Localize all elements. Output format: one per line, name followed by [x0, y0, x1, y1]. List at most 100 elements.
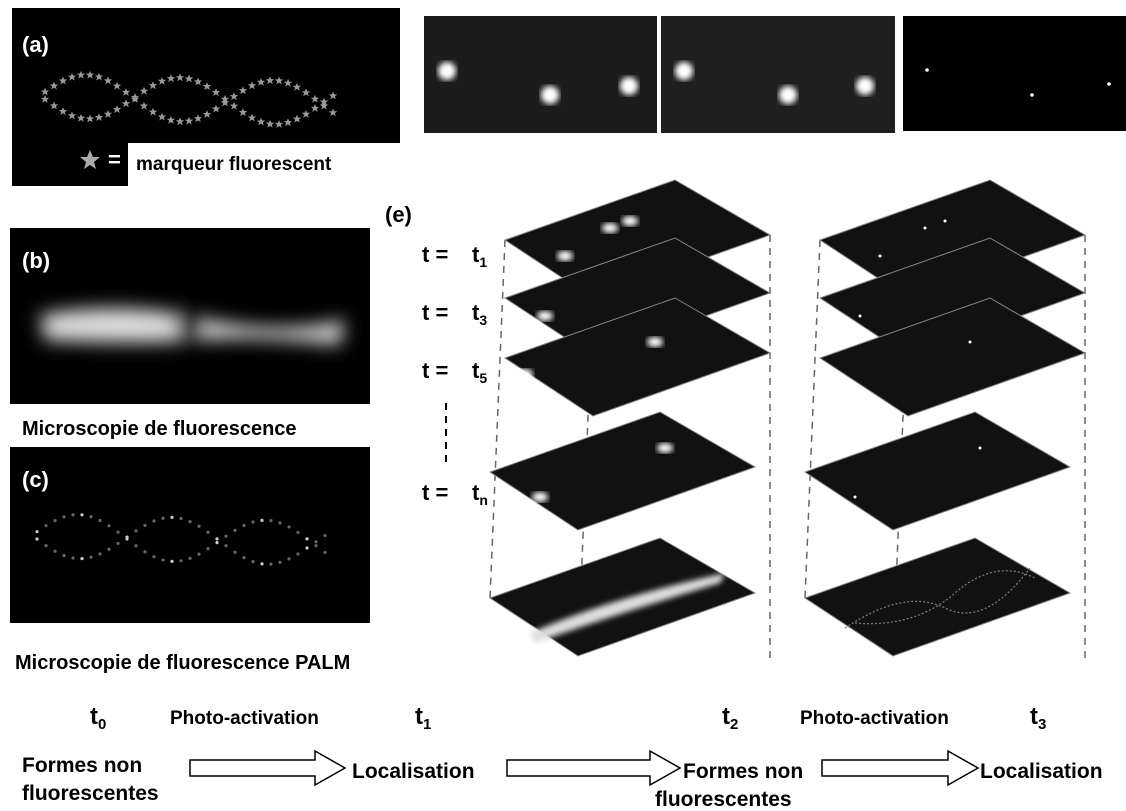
spot — [879, 255, 882, 258]
panel-c — [10, 447, 370, 623]
dot — [35, 537, 38, 540]
symbol: t — [722, 703, 730, 730]
dot — [233, 529, 236, 532]
dot — [107, 548, 110, 551]
time: t3 — [1030, 703, 1046, 733]
dot — [116, 542, 119, 545]
spot — [602, 223, 618, 233]
spot — [517, 369, 533, 379]
dot — [215, 537, 218, 540]
time-prefix: t = — [422, 358, 448, 383]
dot — [170, 516, 173, 519]
dot — [152, 555, 155, 558]
dot — [215, 541, 218, 544]
image — [424, 16, 657, 133]
subscript: 5 — [479, 370, 487, 386]
subscript: 2 — [730, 716, 738, 733]
plane — [490, 538, 755, 656]
time-prefix: t = — [422, 480, 448, 505]
spot — [537, 311, 553, 321]
time-symbol: tn — [472, 480, 488, 508]
panel-label: (c) — [22, 467, 49, 492]
panel-label: (b) — [22, 248, 50, 273]
dot — [251, 560, 254, 563]
dot — [134, 544, 137, 547]
spot — [969, 341, 972, 344]
dot — [278, 561, 281, 564]
state: fluorescentes — [22, 782, 159, 805]
dot — [80, 513, 83, 516]
dot — [107, 524, 110, 527]
dot — [134, 529, 137, 532]
dot — [80, 557, 83, 560]
dot — [206, 547, 209, 550]
time: t1 — [415, 703, 431, 733]
spot — [944, 220, 947, 223]
state: fluorescentes — [655, 788, 792, 811]
dot — [323, 551, 326, 554]
dot — [143, 524, 146, 527]
time-symbol: t1 — [472, 242, 487, 270]
spot — [557, 251, 573, 261]
time: t0 — [90, 703, 106, 733]
dot — [242, 556, 245, 559]
dot — [152, 519, 155, 522]
dot — [98, 519, 101, 522]
dot — [224, 544, 227, 547]
guide — [805, 240, 820, 598]
dot — [143, 550, 146, 553]
dot — [125, 537, 128, 540]
state: Localisation — [980, 760, 1103, 783]
dot — [170, 560, 173, 563]
time-prefix: t = — [422, 242, 448, 267]
symbol: t — [1030, 703, 1038, 730]
dot — [35, 530, 38, 533]
guide — [490, 240, 505, 598]
figure: (a) = marqueur fluorescent (b) Microscop… — [0, 0, 1126, 811]
arrow — [822, 751, 978, 785]
dot — [53, 550, 56, 553]
dot — [296, 552, 299, 555]
panel-label: (a) — [22, 32, 49, 57]
symbol: t — [90, 703, 98, 730]
symbol: t — [415, 703, 423, 730]
dot — [188, 557, 191, 560]
dot — [197, 553, 200, 556]
dot — [314, 540, 317, 543]
dot — [53, 519, 56, 522]
plane — [805, 538, 1070, 656]
dot — [116, 531, 119, 534]
time-symbol: t3 — [472, 300, 487, 328]
dot — [71, 556, 74, 559]
arrow — [507, 751, 680, 785]
legend-symbol: = — [108, 147, 121, 172]
dot — [206, 531, 209, 534]
plane — [805, 412, 1070, 530]
dot — [269, 563, 272, 566]
dot — [71, 513, 74, 516]
subscript: n — [479, 492, 488, 508]
dot — [287, 557, 290, 560]
spot — [839, 373, 842, 376]
spot — [657, 443, 673, 453]
caption: Microscopie de fluorescence — [22, 418, 297, 440]
dot — [287, 525, 290, 528]
subscript: 3 — [1038, 716, 1046, 733]
spot — [979, 447, 982, 450]
image — [903, 16, 1126, 131]
dot — [89, 556, 92, 559]
panel-label: (e) — [385, 202, 412, 227]
spot — [622, 216, 638, 226]
plane — [490, 412, 755, 530]
dot — [224, 535, 227, 538]
dot — [161, 517, 164, 520]
time: t2 — [722, 703, 738, 733]
stacks — [490, 180, 1085, 658]
subscript: 3 — [479, 312, 487, 328]
subscript: 0 — [98, 716, 106, 733]
spot — [854, 496, 857, 499]
dot — [179, 559, 182, 562]
dot — [305, 537, 308, 540]
dot — [305, 546, 308, 549]
